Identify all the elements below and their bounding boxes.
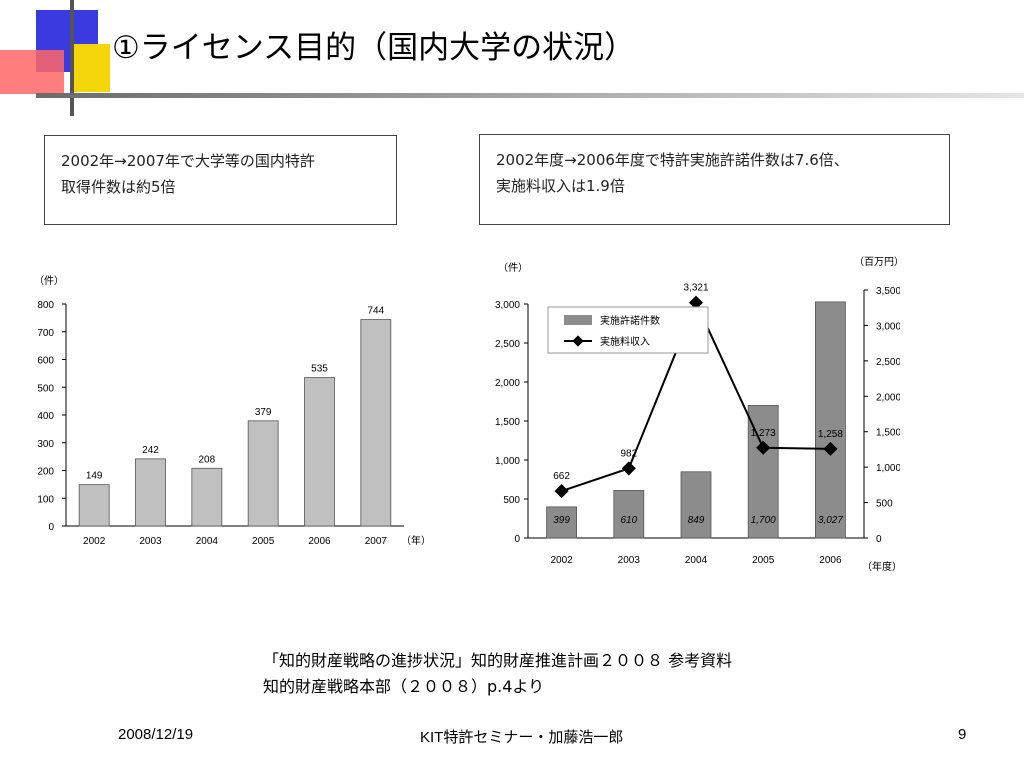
x-tick-label: 2004 [685, 555, 708, 566]
y-tick-label: 400 [37, 411, 54, 422]
bar [78, 484, 110, 527]
bar-value-label: 744 [367, 306, 384, 317]
source-line-2: 知的財産戦略本部（２００８）p.4より [263, 677, 545, 696]
legend-box [547, 306, 709, 354]
bar-value-label: 379 [255, 407, 272, 418]
summary-box-left: 2002年→2007年で大学等の国内特許 取得件数は約5倍 [44, 135, 397, 225]
x-tick-label: 2006 [308, 536, 331, 547]
x-tick-label: 2003 [139, 536, 162, 547]
left-tick-label: 2,500 [495, 339, 520, 350]
bar [360, 319, 392, 527]
deco-red-square [0, 50, 64, 94]
legend-line-label: 実施料収入 [600, 335, 650, 348]
summary-right-line1: 2002年度→2006年度で特許実施許諾件数は7.6倍、 [496, 151, 849, 169]
right-tick-label: 1,000 [876, 463, 900, 474]
x-tick-label: 2004 [196, 536, 219, 547]
right-tick-label: 0 [876, 534, 882, 545]
income-marker [621, 461, 636, 476]
left-tick-label: 1,500 [495, 417, 520, 428]
right-tick-label: 2,000 [876, 392, 900, 403]
license-bar [613, 490, 645, 539]
y-tick-label: 100 [37, 494, 54, 505]
right-tick-label: 3,500 [876, 286, 900, 297]
y-tick-label: 200 [37, 467, 54, 478]
income-value-label: 982 [620, 448, 637, 459]
x-tick-label: 2003 [618, 555, 641, 566]
license-bar-label: 849 [688, 515, 705, 526]
source-line-1: 「知的財産戦略の進捗状況」知的財産推進計画２００８ 参考資料 [263, 651, 733, 670]
left-tick-label: 3,000 [495, 300, 520, 311]
x-tick-label: 2007 [365, 536, 388, 547]
license-bar-label: 399 [553, 515, 570, 526]
footer-center: KIT特許セミナー・加藤浩一郎 [420, 729, 624, 746]
y-tick-label: 0 [48, 522, 54, 533]
slide-title: ①ライセンス目的（国内大学の状況） [112, 30, 636, 66]
title-underline [36, 93, 1024, 98]
x-unit-label: （年度） [862, 560, 900, 573]
license-bar [546, 506, 577, 539]
bar-value-label: 535 [311, 364, 328, 375]
right-tick-label: 2,500 [876, 357, 900, 368]
bar [247, 420, 279, 527]
income-value-label: 1,258 [818, 429, 843, 440]
x-unit-label: （年） [401, 534, 430, 547]
x-tick-label: 2006 [819, 555, 842, 566]
y-tick-label: 300 [37, 439, 54, 450]
bar-value-label: 208 [198, 454, 215, 465]
summary-left-line1: 2002年→2007年で大学等の国内特許 [61, 152, 315, 170]
legend-bar-swatch [564, 315, 592, 325]
license-chart: （件） （百万円） 0 500 1,000 1,500 2,000 2,500 3,000 0 50… [495, 256, 900, 573]
income-marker [756, 440, 771, 455]
left-tick-label: 1,000 [495, 456, 520, 467]
license-bar [680, 471, 712, 539]
bar [304, 377, 335, 527]
license-bar-label: 610 [620, 515, 637, 526]
income-value-label: 3,321 [683, 283, 708, 294]
x-tick-label: 2002 [550, 555, 573, 566]
left-tick-label: 2,000 [495, 378, 520, 389]
right-unit-label: （百万円） [854, 256, 900, 268]
x-tick-label: 2005 [252, 536, 275, 547]
license-bar-label: 3,027 [818, 515, 843, 526]
right-tick-label: 500 [876, 499, 893, 510]
footer-date: 2008/12/19 [118, 726, 194, 743]
y-tick-label: 600 [37, 356, 54, 367]
y-unit-label: （件） [34, 275, 64, 287]
income-value-label: 1,273 [751, 428, 776, 439]
summary-right-line2: 実施料収入は1.9倍 [496, 177, 625, 195]
license-bar-label: 1,700 [751, 515, 776, 526]
x-tick-label: 2002 [83, 536, 106, 547]
income-marker [688, 295, 704, 310]
left-tick-label: 500 [503, 495, 520, 506]
y-tick-label: 800 [37, 300, 54, 311]
income-marker [554, 484, 569, 499]
bar [135, 458, 166, 527]
bar-value-label: 242 [142, 445, 159, 456]
summary-left-line2: 取得件数は約5倍 [61, 178, 176, 196]
patent-count-chart: （件） 0 100 200 300 400 500 600 700 800 149 2002 242 20… [34, 275, 430, 547]
right-tick-label: 1,500 [876, 428, 900, 439]
bar-value-label: 149 [86, 471, 103, 482]
summary-box-right: 2002年度→2006年度で特許実施許諾件数は7.6倍、 実施料収入は1.9倍 [479, 134, 950, 225]
y-tick-label: 700 [37, 328, 54, 339]
license-bar [814, 301, 846, 539]
deco-yellow-square [70, 44, 110, 92]
left-tick-label: 0 [514, 534, 520, 545]
legend-bar-label: 実施許諾件数 [600, 314, 660, 327]
right-tick-label: 3,000 [876, 321, 900, 332]
income-value-label: 662 [553, 471, 570, 482]
footer-page-number: 9 [958, 726, 967, 743]
x-tick-label: 2005 [752, 555, 775, 566]
deco-vertical-line [70, 0, 74, 116]
left-unit-label: （件） [498, 262, 528, 274]
y-tick-label: 500 [37, 383, 54, 394]
bar [191, 467, 223, 527]
